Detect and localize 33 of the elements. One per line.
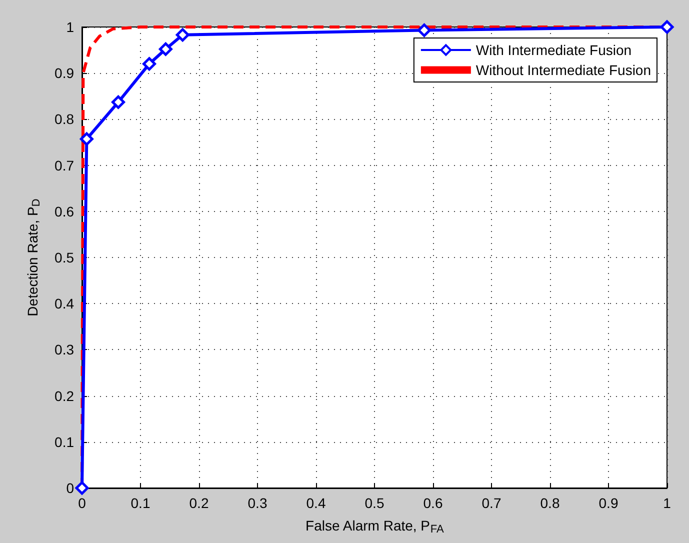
legend-label: With Intermediate Fusion [476, 42, 632, 58]
point [176, 28, 190, 42]
point [75, 481, 89, 495]
x-tick-label: 0.1 [130, 495, 150, 511]
y-tick-label: 0 [66, 480, 74, 496]
x-tick-label: 0.4 [306, 495, 326, 511]
y-axis-title: Detection Rate, PD [24, 198, 42, 316]
point [112, 95, 126, 109]
y-tick-label: 0.9 [54, 65, 74, 82]
point [660, 20, 674, 34]
x-tick-label: 0.6 [423, 495, 443, 511]
y-tick-label: 0.8 [54, 111, 74, 128]
point [158, 42, 172, 56]
y-tick-label: 0.7 [54, 157, 74, 174]
x-tick-label: 0.3 [248, 495, 268, 511]
x-tick-label: 0.5 [364, 495, 384, 511]
legend-label: Without Intermediate Fusion [476, 62, 652, 78]
x-tick-label: 0.8 [540, 495, 560, 511]
y-tick-label: 0.5 [54, 250, 74, 266]
y-tick-label: 1 [66, 19, 74, 35]
x-tick-label: 0.9 [598, 495, 618, 511]
y-tick-label: 0.3 [54, 342, 74, 358]
x-tick-label: 0.7 [482, 495, 502, 511]
y-tick-label: 0.4 [54, 296, 74, 312]
point [80, 132, 94, 146]
point [417, 23, 431, 37]
x-tick-label: 0.2 [189, 495, 209, 511]
x-tick-label: 1 [663, 495, 672, 511]
y-tick-label: 0.1 [54, 434, 74, 450]
point [142, 57, 156, 71]
y-tick-label: 0.6 [54, 203, 74, 220]
y-tick-label: 0.2 [54, 388, 74, 404]
x-tick-label: 0 [78, 495, 86, 511]
